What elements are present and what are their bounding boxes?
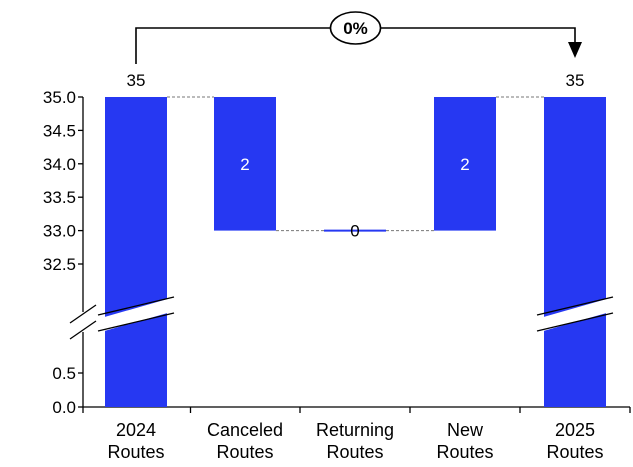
x-category-label: Canceled Routes [207, 420, 283, 462]
y-axis-break-mark [69, 304, 97, 324]
bar-break-mark [97, 312, 175, 332]
bar-break-gap [104, 298, 168, 332]
x-category-label: Returning Routes [316, 420, 394, 462]
connector-lines [167, 96, 544, 232]
bar-increase [434, 97, 496, 231]
y-tick-label: 35.0 [43, 88, 76, 107]
bar-total [544, 97, 606, 407]
delta-badge [329, 11, 382, 45]
bar-decrease [214, 97, 276, 231]
y-tick-label: 34.5 [43, 121, 76, 140]
bar-value-label: 35 [566, 71, 585, 90]
bar-value-label: 2 [240, 155, 249, 174]
x-category-label: 2024 Routes [107, 420, 164, 462]
bar-value-label: 0 [350, 222, 359, 241]
axes: 32.5 33.0 33.5 34.0 34.5 35.0 0.0 0.5 2024 Routes… [43, 88, 631, 462]
y-tick-label: 33.0 [43, 222, 76, 241]
bar-value-label: 2 [460, 155, 469, 174]
y-tick-label: 32.5 [43, 255, 76, 274]
axis-breaks [69, 296, 614, 340]
data-labels: 35 2 0 2 35 [127, 71, 585, 241]
x-category-label: 2025 Routes [546, 420, 603, 462]
y-tick-label: 34.0 [43, 155, 76, 174]
y-axis-break-mark [69, 320, 97, 340]
y-tick-label: 0.0 [52, 398, 76, 417]
bar-break-gap [543, 298, 607, 332]
y-tick-label: 33.5 [43, 188, 76, 207]
y-tick-label: 0.5 [52, 364, 76, 383]
bar-value-label: 35 [127, 71, 146, 90]
x-category-label: New Routes [436, 420, 493, 462]
bar-break-mark [536, 312, 614, 332]
bar-break-mark [536, 296, 614, 316]
delta-arrow-head [568, 42, 582, 58]
bars [105, 97, 606, 407]
bar-break-mark [97, 296, 175, 316]
delta-label: 0% [343, 19, 368, 38]
delta-annotation: 0% [135, 11, 582, 64]
bar-total [105, 97, 167, 407]
